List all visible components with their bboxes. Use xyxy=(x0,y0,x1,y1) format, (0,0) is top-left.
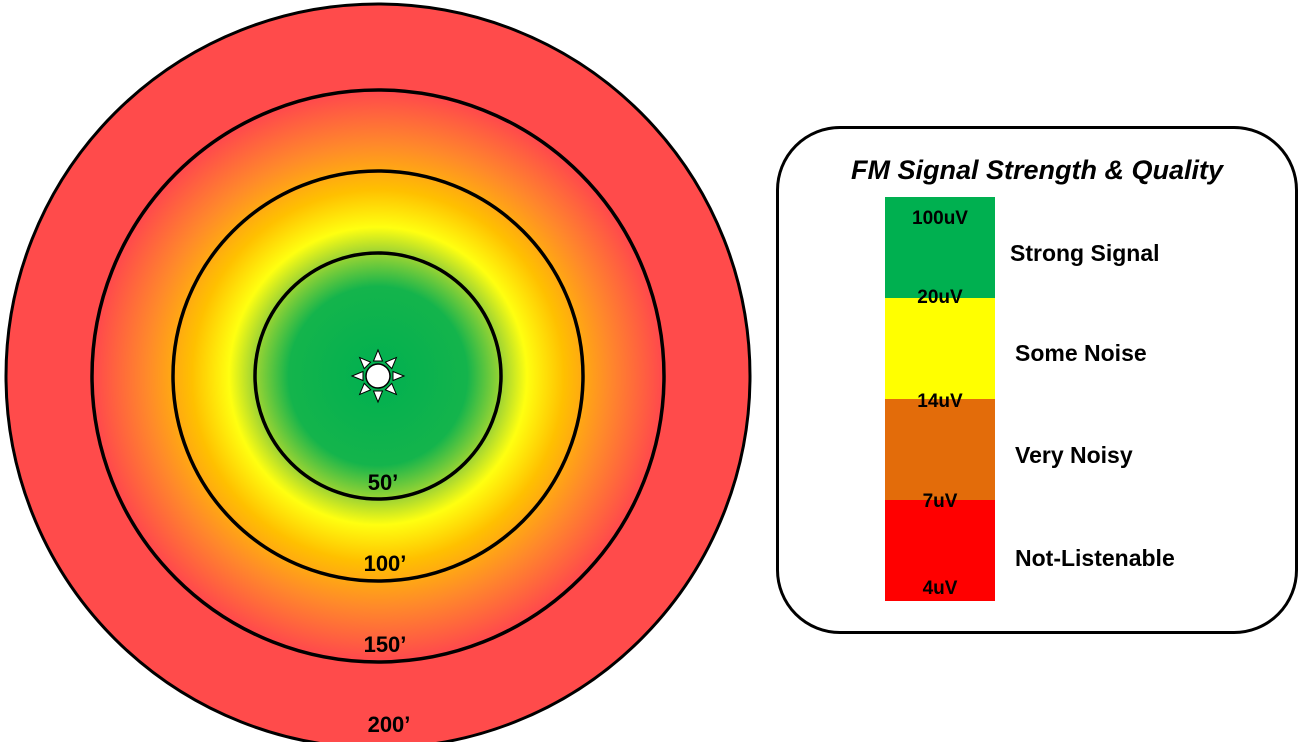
level-label-14uv: 14uV xyxy=(917,391,963,412)
ring-label-200: 200’ xyxy=(368,712,411,737)
level-label-100uv: 100uV xyxy=(912,208,968,229)
legend-band-very-noisy xyxy=(885,399,995,500)
ring-label-150: 150’ xyxy=(364,632,407,657)
transmitter-sun-icon xyxy=(350,348,406,404)
level-label-7uv: 7uV xyxy=(922,491,958,512)
ring-label-50: 50’ xyxy=(368,470,399,495)
legend-band-strong xyxy=(885,197,995,298)
legend-title: FM Signal Strength & Quality xyxy=(850,155,1223,185)
legend-label-very-noisy: Very Noisy xyxy=(1015,442,1133,468)
range-ring-50 xyxy=(253,251,503,501)
range-ring-150 xyxy=(90,88,666,664)
legend-band-not-listenable xyxy=(885,500,995,601)
level-label-20uv: 20uV xyxy=(917,287,963,308)
signal-legend: FM Signal Strength & Quality 100uV 20uV … xyxy=(776,126,1298,634)
legend-band-some-noise xyxy=(885,298,995,399)
legend-label-some-noise: Some Noise xyxy=(1015,340,1147,366)
ring-label-100: 100’ xyxy=(364,551,407,576)
legend-label-not-listenable: Not-Listenable xyxy=(1015,545,1175,571)
level-label-4uv: 4uV xyxy=(922,578,958,599)
range-ring-100 xyxy=(171,169,585,583)
legend-label-strong-signal: Strong Signal xyxy=(1010,240,1160,266)
